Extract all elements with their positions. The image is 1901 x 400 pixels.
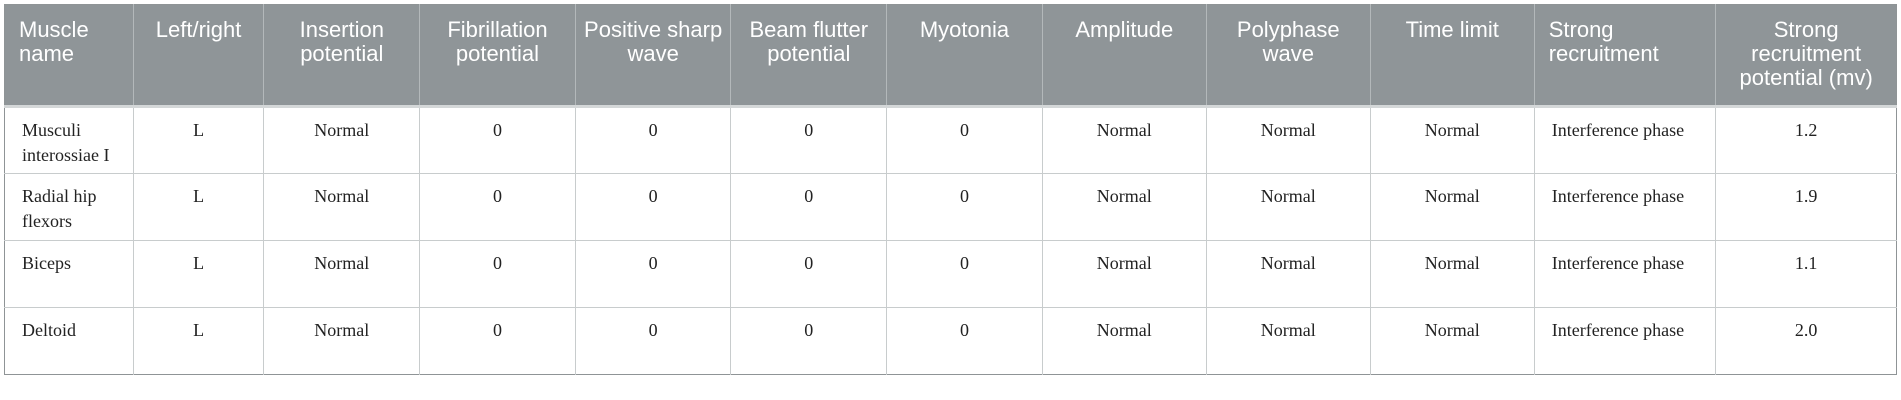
table-cell: Normal	[1041, 173, 1207, 241]
table-cell: L	[132, 173, 264, 241]
table-row: Biceps L Normal 0 0 0 0 Normal Normal Normal Inter…	[4, 240, 1897, 308]
table-cell: 0	[419, 173, 576, 241]
table-cell: L	[132, 307, 264, 375]
table-cell: 0	[886, 307, 1043, 375]
table-cell: L	[132, 240, 264, 308]
table-cell: 0	[730, 307, 887, 375]
table-cell: 0	[574, 173, 731, 241]
table-cell: 1.1	[1715, 240, 1897, 308]
table-cell: 0	[419, 240, 576, 308]
table-cell: 1.2	[1715, 106, 1897, 174]
table-cell: Normal	[263, 173, 420, 241]
table-cell: 0	[574, 307, 731, 375]
table-cell: L	[132, 106, 264, 174]
table-cell: 0	[730, 240, 887, 308]
column-header: Time limit	[1369, 4, 1535, 108]
table-cell: 0	[574, 240, 731, 308]
column-header: Beam flutter potential	[730, 4, 887, 108]
table-cell: Interference phase	[1533, 106, 1716, 174]
column-header: Amplitude	[1041, 4, 1207, 108]
table-cell: Normal	[1205, 106, 1371, 174]
column-header: Polyphase wave	[1205, 4, 1371, 108]
table-row: Radial hip flexors L Normal 0 0 0 0 Normal Norma…	[4, 173, 1897, 241]
table-cell: 1.9	[1715, 173, 1897, 241]
table-cell: 0	[574, 106, 731, 174]
table-row: Deltoid L Normal 0 0 0 0 Normal Normal Normal Inte…	[4, 307, 1897, 375]
table-cell: Biceps	[4, 240, 134, 308]
table-cell: 0	[419, 106, 576, 174]
table-cell: Musculi interossiae I	[4, 106, 134, 174]
table-cell: Normal	[263, 307, 420, 375]
table-cell: 2.0	[1715, 307, 1897, 375]
table-container: Muscle name Left/right Insertion potential…	[4, 4, 1897, 375]
table-header: Muscle name Left/right Insertion potential…	[4, 4, 1897, 108]
column-header: Fibrillation potential	[419, 4, 576, 108]
column-header: Strong recruitment	[1533, 4, 1716, 108]
table-cell: 0	[886, 173, 1043, 241]
table-cell: 0	[730, 173, 887, 241]
table-cell: 0	[419, 307, 576, 375]
table-cell: Interference phase	[1533, 173, 1716, 241]
column-header: Insertion potential	[263, 4, 420, 108]
table-cell: 0	[886, 106, 1043, 174]
table-cell: Normal	[1041, 106, 1207, 174]
header-row: Muscle name Left/right Insertion potential…	[4, 4, 1897, 108]
column-header: Muscle name	[4, 4, 134, 108]
table-cell: Normal	[1041, 240, 1207, 308]
column-header: Myotonia	[886, 4, 1043, 108]
table-body: Musculi interossiae I L Normal 0 0 0 0 Normal No…	[4, 106, 1897, 375]
table-cell: Normal	[1369, 106, 1535, 174]
table-cell: 0	[730, 106, 887, 174]
table-cell: Normal	[1205, 307, 1371, 375]
column-header: Positive sharp wave	[574, 4, 731, 108]
table-cell: Normal	[1369, 240, 1535, 308]
table-row: Musculi interossiae I L Normal 0 0 0 0 Normal No…	[4, 106, 1897, 174]
table-cell: Normal	[263, 240, 420, 308]
table-cell: Normal	[1369, 307, 1535, 375]
table-cell: Normal	[263, 106, 420, 174]
table-cell: Normal	[1205, 173, 1371, 241]
table-cell: Radial hip flexors	[4, 173, 134, 241]
table-cell: Interference phase	[1533, 240, 1716, 308]
column-header: Left/right	[132, 4, 264, 108]
table-cell: Interference phase	[1533, 307, 1716, 375]
emg-results-table: Muscle name Left/right Insertion potential…	[4, 4, 1897, 375]
table-cell: 0	[886, 240, 1043, 308]
table-cell: Normal	[1205, 240, 1371, 308]
table-cell: Normal	[1369, 173, 1535, 241]
table-cell: Normal	[1041, 307, 1207, 375]
column-header: Strong recruitment potential (mv)	[1715, 4, 1897, 108]
table-cell: Deltoid	[4, 307, 134, 375]
